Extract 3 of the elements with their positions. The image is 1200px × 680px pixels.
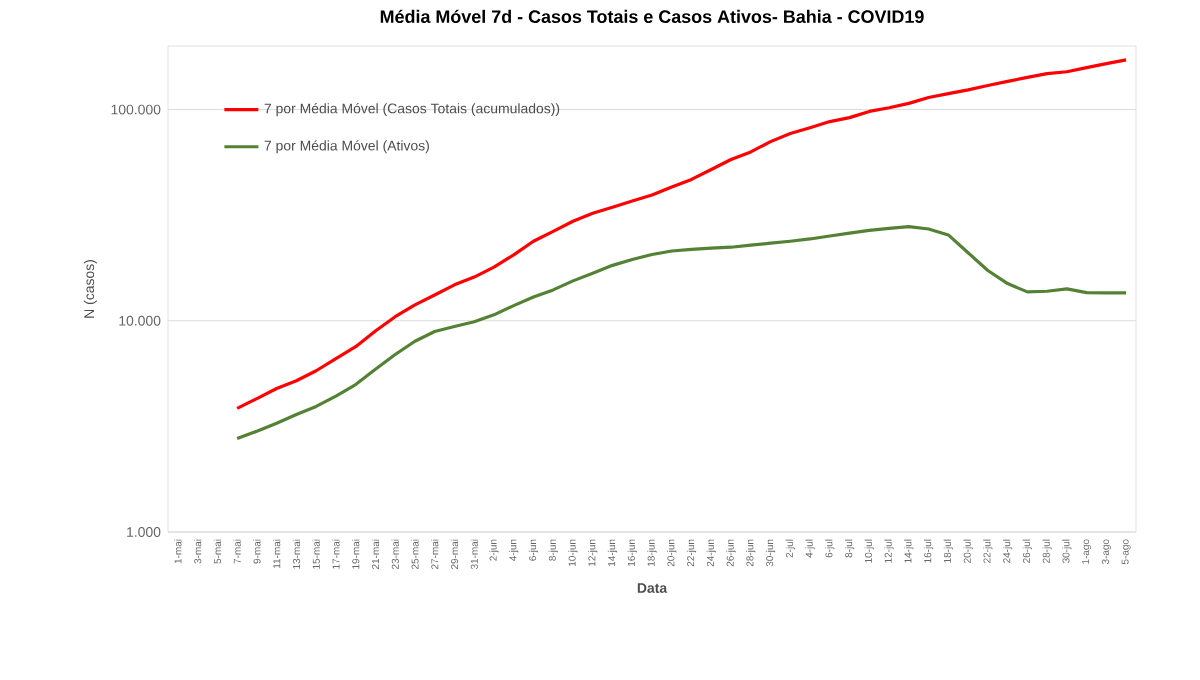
chart-title: Média Móvel 7d - Casos Totais e Casos Ativos- Bahia - COVID19: [380, 9, 924, 24]
line-series: [235, 225, 1128, 441]
line-series: [235, 58, 1128, 410]
